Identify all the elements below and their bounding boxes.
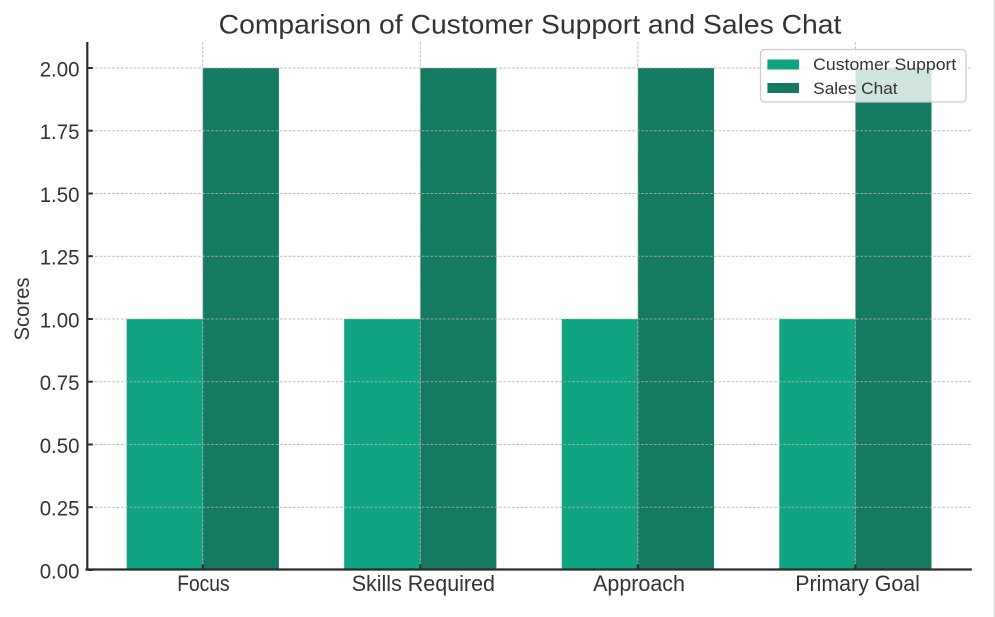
svg-text:0.00: 0.00 bbox=[40, 559, 80, 583]
svg-text:Customer Support: Customer Support bbox=[813, 55, 956, 74]
svg-text:1.50: 1.50 bbox=[40, 183, 80, 207]
svg-text:Comparison of Customer Support: Comparison of Customer Support and Sales… bbox=[219, 9, 842, 39]
svg-text:Primary Goal: Primary Goal bbox=[795, 571, 920, 596]
svg-text:1.75: 1.75 bbox=[40, 120, 80, 144]
svg-text:0.75: 0.75 bbox=[40, 371, 80, 395]
svg-text:Approach: Approach bbox=[593, 571, 685, 596]
svg-text:Skills Required: Skills Required bbox=[352, 571, 495, 596]
svg-text:0.50: 0.50 bbox=[40, 434, 80, 458]
svg-text:0.25: 0.25 bbox=[40, 497, 80, 521]
svg-text:Focus: Focus bbox=[177, 571, 229, 596]
svg-text:1.25: 1.25 bbox=[40, 246, 80, 270]
svg-text:Sales Chat: Sales Chat bbox=[813, 79, 898, 98]
svg-text:2.00: 2.00 bbox=[40, 57, 80, 81]
svg-text:Scores: Scores bbox=[11, 278, 34, 341]
svg-text:1.00: 1.00 bbox=[40, 308, 80, 332]
